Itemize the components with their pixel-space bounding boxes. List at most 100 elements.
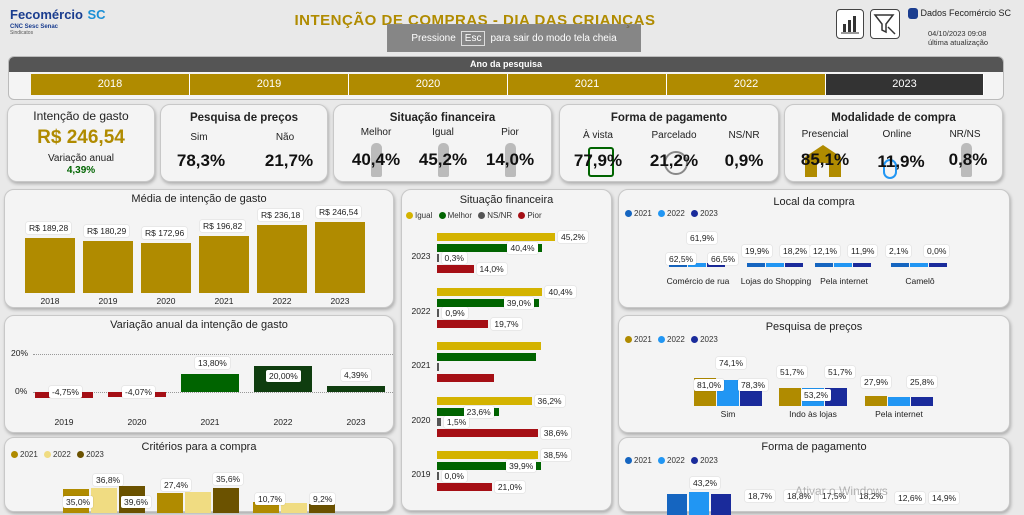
logo-sub2: Sindicatos <box>10 30 110 36</box>
bar <box>309 504 335 513</box>
data-label: 74,1% <box>716 357 746 369</box>
data-label: 19,9% <box>742 245 772 257</box>
bar-chart-icon <box>837 10 863 38</box>
data-label: 78,3% <box>738 379 768 391</box>
data-label: 21,0% <box>495 481 525 493</box>
kpi-fin-l1: Melhor <box>346 127 406 138</box>
kpi-gasto-value: R$ 246,54 <box>8 127 154 149</box>
data-label: 35,6% <box>213 473 243 485</box>
bar <box>185 492 211 514</box>
bar <box>437 309 439 317</box>
data-label: R$ 236,18 <box>258 209 303 221</box>
bar <box>865 396 887 406</box>
data-label: 81,0% <box>694 379 724 391</box>
bar <box>891 263 909 267</box>
situacao-card: Situação financeira Igual Melhor NS/NR P… <box>401 189 612 511</box>
x-tick: 2022 <box>257 296 307 306</box>
data-label: 0,0% <box>924 245 949 257</box>
kpi-precos-v2: 21,7% <box>249 151 329 171</box>
x-tick: Pela internet <box>805 276 883 286</box>
year-2018[interactable]: 2018 <box>31 74 190 95</box>
bar <box>141 243 191 293</box>
x-tick: Comércio de rua <box>659 276 737 286</box>
year-2022[interactable]: 2022 <box>667 74 826 95</box>
logo: Fecomércio SC CNC Sesc Senac Sindicatos <box>10 6 110 42</box>
bar <box>779 388 801 406</box>
filter-clear-icon <box>871 10 899 38</box>
year-2023[interactable]: 2023 <box>826 74 984 95</box>
kpi-fin-l3: Pior <box>480 127 540 138</box>
data-label: -4,07% <box>122 386 155 398</box>
kpi-pag-l3: NS/NR <box>714 130 774 141</box>
data-label: 4,39% <box>341 369 371 381</box>
x-tick: 2022 <box>254 417 312 427</box>
y-tick: 2021 <box>406 360 436 370</box>
kpi-precos-v1: 78,3% <box>161 151 241 171</box>
data-label: R$ 196,82 <box>200 220 245 232</box>
y-tick: 2019 <box>406 469 436 479</box>
data-label: 36,2% <box>535 395 565 407</box>
x-tick: 2019 <box>83 296 133 306</box>
kpi-pag-v1: 77,9% <box>558 151 638 171</box>
data-label: 38,5% <box>541 449 571 461</box>
bar <box>437 353 536 361</box>
kpi-gasto-sub: Variação anual <box>8 153 154 164</box>
x-tick: Sim <box>684 409 772 419</box>
kpi-pag-v3: 0,9% <box>704 151 784 171</box>
bar <box>437 483 492 491</box>
bar <box>437 363 439 371</box>
data-label: 27,4% <box>161 479 191 491</box>
kpi-mod-v3: 0,8% <box>928 150 1008 170</box>
bar <box>83 241 133 293</box>
pesquisa-card: Pesquisa de preços 2021 2022 2023 74,1%8… <box>618 315 1010 433</box>
formapag-plot: 43,2%18,7%18,8%17,5%18,2%12,6%14,9% <box>619 438 1011 513</box>
data-label: 39,6% <box>121 496 151 508</box>
chart-view-button[interactable] <box>836 9 864 39</box>
kpi-pag-title: Forma de pagamento <box>560 112 778 124</box>
logo-sc: SC <box>87 7 105 22</box>
clear-filter-button[interactable] <box>870 9 900 39</box>
year-2020[interactable]: 2020 <box>349 74 508 95</box>
year-2021[interactable]: 2021 <box>508 74 667 95</box>
windows-watermark: Ativar o Windows <box>795 484 888 498</box>
data-label: 0,0% <box>442 470 467 482</box>
x-tick: 2020 <box>108 417 166 427</box>
data-label: 10,7% <box>255 493 285 505</box>
bar <box>667 494 687 515</box>
bar <box>911 397 933 406</box>
kpi-mod-l3: NR/NS <box>935 129 995 140</box>
y-tick: 2023 <box>406 251 436 261</box>
esc-key: Esc <box>461 31 486 46</box>
data-label: 35,0% <box>63 496 93 508</box>
x-tick: Indo às lojas <box>769 409 857 419</box>
bar <box>853 263 871 267</box>
kpi-mod-l1: Presencial <box>795 129 855 140</box>
bar <box>437 429 538 437</box>
data-label: 14,0% <box>477 263 507 275</box>
data-label: 62,5% <box>666 253 696 265</box>
year-2019[interactable]: 2019 <box>190 74 349 95</box>
bar <box>711 494 731 515</box>
data-label: 25,8% <box>907 376 937 388</box>
x-tick: Pela internet <box>855 409 943 419</box>
kpi-fin-l2: Igual <box>413 127 473 138</box>
bar <box>315 222 365 293</box>
database-icon <box>908 8 918 19</box>
data-label: 36,8% <box>93 474 123 486</box>
bar <box>199 236 249 293</box>
kpi-pag: Forma de pagamento À vista Parcelado NS/… <box>559 104 779 182</box>
bar <box>281 503 307 513</box>
bar <box>213 488 239 513</box>
data-label: 0,9% <box>442 307 467 319</box>
data-label: 2,1% <box>886 245 911 257</box>
bar <box>437 472 439 480</box>
bar <box>437 254 439 262</box>
bar <box>815 263 833 267</box>
gridline <box>33 354 393 355</box>
bar <box>437 342 541 350</box>
kpi-mod: Modalidade de compra Presencial Online N… <box>784 104 1003 182</box>
kpi-pag-v2: 21,2% <box>634 151 714 171</box>
